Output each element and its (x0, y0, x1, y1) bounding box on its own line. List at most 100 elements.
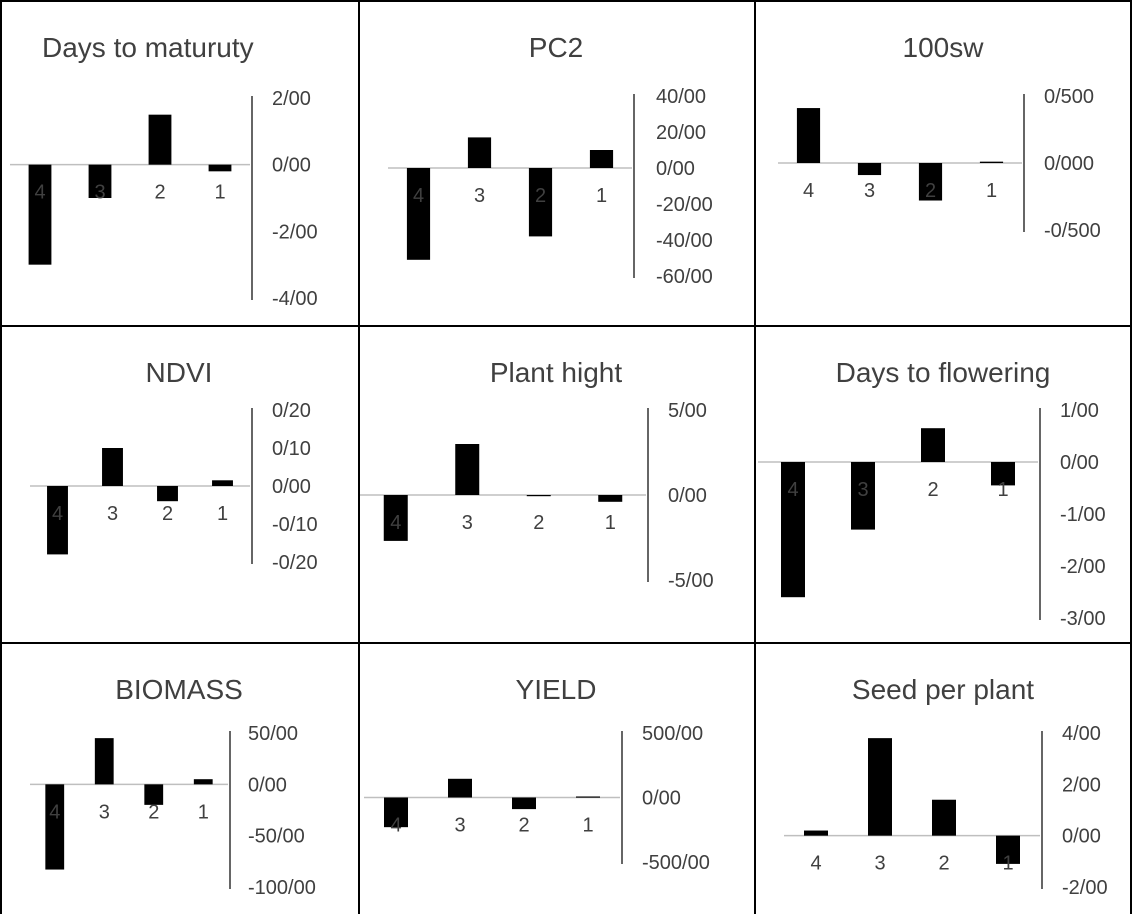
y-tick-label: -500/00 (642, 852, 710, 874)
bar (467, 137, 492, 168)
bar (208, 164, 232, 172)
category-label: 4 (390, 512, 401, 534)
bar (94, 738, 114, 785)
category-label: 2 (148, 801, 159, 823)
bar (868, 738, 892, 836)
y-tick-label: -2/00 (1060, 556, 1106, 578)
chart-panel: Plant hight 5/00 0/00 -5/00 4 3 2 1 (358, 325, 754, 642)
chart-svg: 4/00 2/00 0/00 -2/00 4 3 2 1 (784, 723, 1108, 899)
category-label: 3 (99, 801, 110, 823)
bar (448, 778, 472, 798)
category-label: 2 (927, 479, 938, 501)
y-tick-label: 0/00 (272, 155, 311, 177)
category-label: 2 (938, 853, 949, 875)
y-tick-label: -3/00 (1060, 608, 1106, 630)
y-tick-label: 0/500 (1044, 86, 1094, 108)
chart-svg: 5/00 0/00 -5/00 4 3 2 1 (360, 400, 714, 592)
chart-svg: 0/500 0/000 -0/500 4 3 2 1 (778, 86, 1101, 242)
category-label: 3 (94, 182, 105, 204)
chart-panel: Seed per plant 4/00 2/00 0/00 -2/00 4 3 2 1 (754, 642, 1132, 914)
chart-svg: 1/00 0/00 -1/00 -2/00 -3/00 4 3 2 1 (758, 400, 1106, 630)
y-tick-label: -2/00 (272, 221, 318, 243)
category-label: 2 (535, 185, 546, 207)
category-label: 1 (1002, 853, 1013, 875)
y-tick-label: 0/00 (656, 158, 695, 180)
category-label: 3 (857, 479, 868, 501)
category-label: 1 (582, 815, 593, 837)
category-label: 2 (533, 512, 544, 534)
bar (384, 797, 408, 828)
y-tick-label: 2/00 (1062, 774, 1101, 796)
bar (102, 448, 123, 486)
y-tick-label: 1/00 (1060, 400, 1099, 422)
y-tick-label: 0/00 (642, 788, 681, 810)
y-tick-label: -5/00 (668, 570, 714, 592)
y-tick-label: 0/00 (668, 485, 707, 507)
chart-panel: Days to maturuty 2/00 0/00 -2/00 -4/00 4 3 2 1 (0, 0, 358, 325)
chart-svg: 50/00 0/00 -50/00 -100/00 4 3 2 1 (30, 723, 316, 899)
chart-title: Days to flowering (835, 357, 1051, 388)
chart-svg: 2/00 0/00 -2/00 -4/00 4 3 2 1 (10, 88, 318, 310)
y-tick-label: 0/00 (1060, 452, 1099, 474)
bar (383, 495, 408, 541)
grid-border-col (358, 0, 360, 914)
y-tick-label: 0/20 (272, 400, 311, 422)
bar (406, 168, 431, 260)
y-tick-label: 2/00 (272, 88, 311, 110)
bar (144, 784, 164, 805)
chart-panel: BIOMASS 50/00 0/00 -50/00 -100/00 4 3 2 1 (0, 642, 358, 914)
category-label: 1 (214, 182, 225, 204)
bar (932, 799, 956, 836)
category-label: 4 (787, 479, 798, 501)
category-label: 2 (162, 503, 173, 525)
y-tick-label: 40/00 (656, 86, 706, 108)
chart-panel: YIELD 500/00 0/00 -500/00 4 3 2 1 (358, 642, 754, 914)
grid-border-right (1130, 0, 1132, 914)
chart-title: Days to maturuty (42, 32, 254, 63)
category-label: 3 (874, 853, 885, 875)
bar (979, 161, 1004, 163)
category-label: 3 (462, 512, 473, 534)
y-tick-label: 5/00 (668, 400, 707, 422)
y-tick-label: 0/00 (1062, 826, 1101, 848)
bar (918, 163, 943, 201)
category-label: 4 (49, 801, 60, 823)
y-tick-label: -0/10 (272, 514, 318, 536)
y-tick-label: 50/00 (248, 723, 298, 745)
bar (212, 480, 233, 486)
bar (28, 164, 52, 265)
category-label: 4 (34, 182, 45, 204)
bar (598, 495, 623, 502)
bar (512, 797, 536, 810)
category-label: 1 (198, 801, 209, 823)
chart-svg: 40/00 20/00 0/00 -20/00 -40/00 -60/00 4 3 2 1 (388, 86, 713, 288)
y-tick-label: 4/00 (1062, 723, 1101, 745)
category-label: 1 (997, 479, 1008, 501)
category-label: 3 (454, 815, 465, 837)
chart-title: YIELD (515, 674, 597, 705)
chart-title: Plant hight (489, 357, 623, 388)
bar (796, 108, 821, 163)
bar (921, 428, 945, 462)
bar (528, 168, 553, 237)
bar (576, 796, 600, 798)
grid-border-row (0, 642, 1132, 644)
bar (857, 163, 882, 176)
grid-border-row (0, 325, 1132, 327)
chart-title: 100sw (902, 32, 984, 63)
y-tick-label: -60/00 (656, 266, 713, 288)
y-tick-label: 0/00 (272, 476, 311, 498)
y-tick-label: 0/10 (272, 438, 311, 460)
bar (45, 784, 65, 870)
bar (47, 486, 68, 555)
bar (193, 779, 213, 785)
chart-panel: NDVI 0/20 0/10 0/00 -0/10 -0/20 4 3 2 1 (0, 325, 358, 642)
y-tick-label: 20/00 (656, 122, 706, 144)
bar (455, 444, 480, 495)
y-tick-label: 0/00 (248, 774, 287, 796)
category-label: 4 (803, 180, 814, 202)
bar (781, 462, 805, 598)
chart-title: Seed per plant (851, 674, 1035, 705)
category-label: 2 (518, 815, 529, 837)
